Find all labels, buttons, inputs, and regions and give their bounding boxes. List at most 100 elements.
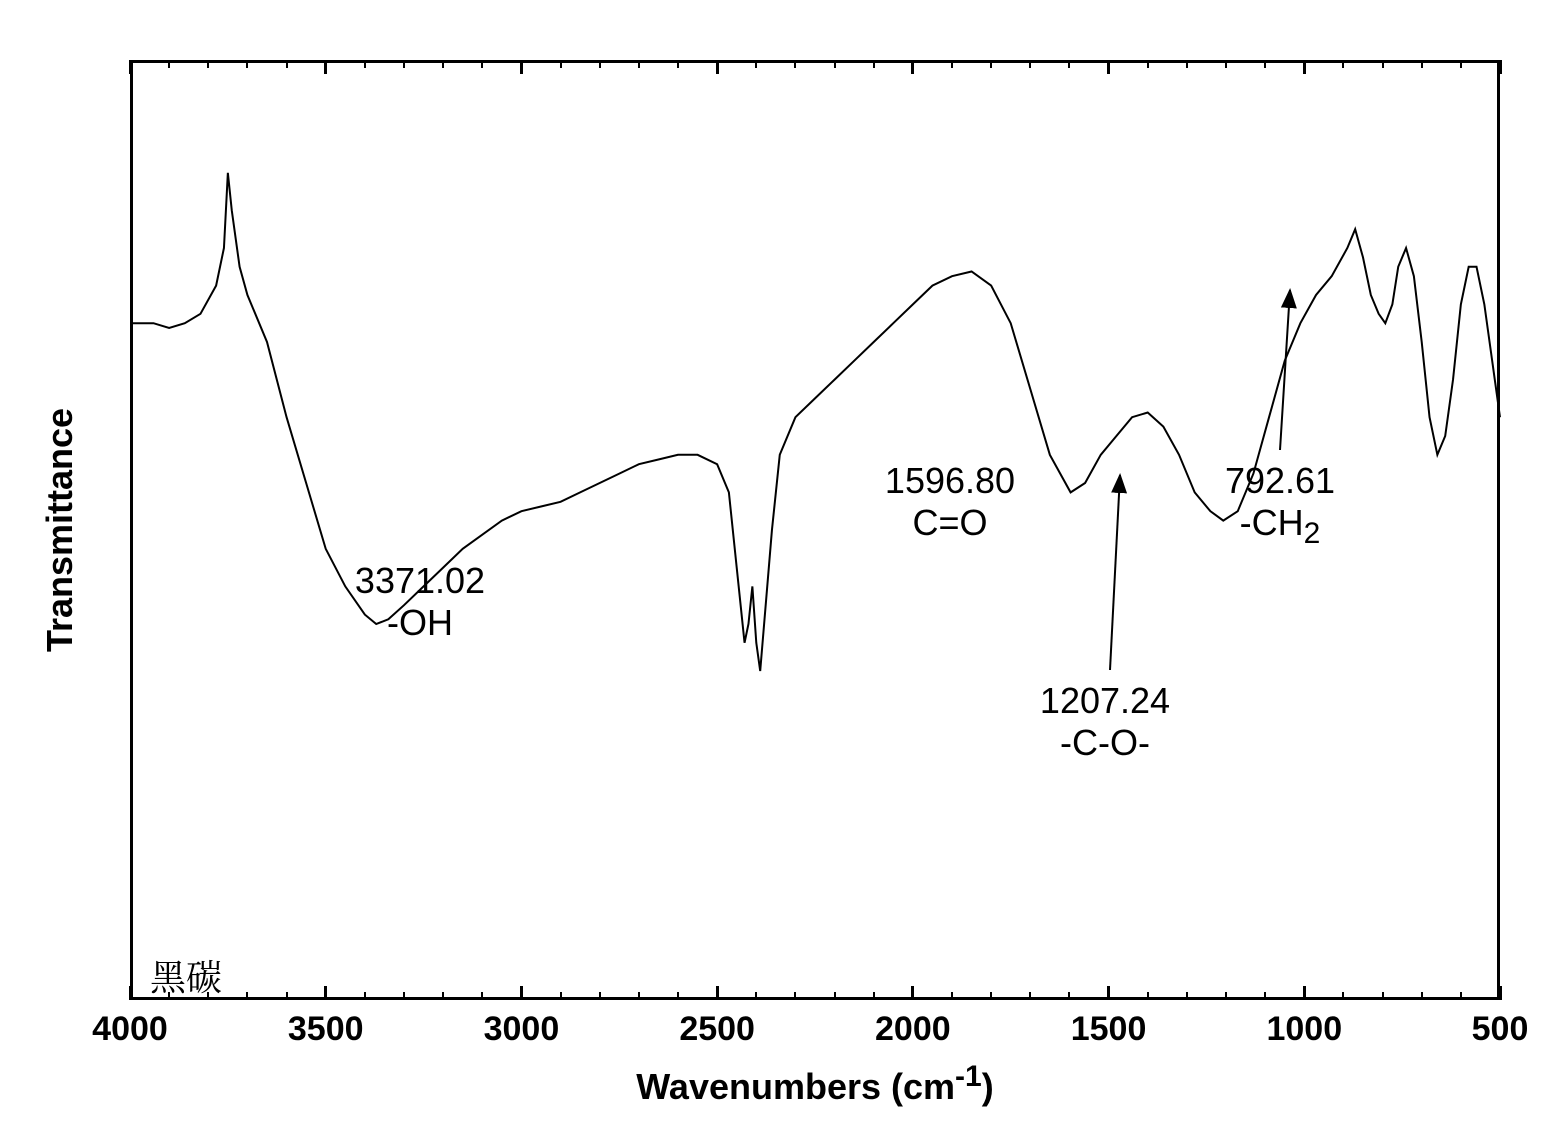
tick-mark (1303, 986, 1306, 1000)
tick-mark (990, 60, 992, 68)
axis-line (130, 60, 133, 1000)
y-axis-title: Transmittance (39, 408, 81, 652)
tick-mark (599, 992, 601, 1000)
tick-mark (1068, 992, 1070, 1000)
tick-mark (1421, 60, 1423, 68)
axis-line (1497, 60, 1500, 1000)
tick-mark (1186, 992, 1188, 1000)
tick-mark (1342, 992, 1344, 1000)
tick-mark (677, 992, 679, 1000)
x-tick-label: 4000 (92, 1010, 168, 1049)
tick-mark (403, 60, 405, 68)
tick-mark (168, 60, 170, 68)
annotation-value: 1207.24 (1040, 680, 1170, 722)
tick-mark (1342, 60, 1344, 68)
tick-mark (1068, 60, 1070, 68)
tick-mark (873, 60, 875, 68)
tick-mark (481, 60, 483, 68)
tick-mark (520, 986, 523, 1000)
tick-mark (1421, 992, 1423, 1000)
x-axis-title-text: Wavenumbers (cm (636, 1066, 955, 1107)
tick-mark (1460, 60, 1462, 68)
annotation-ch2: 792.61-CH2 (1225, 460, 1335, 551)
tick-mark (207, 60, 209, 68)
tick-mark (286, 60, 288, 68)
x-tick-label: 2500 (679, 1010, 755, 1049)
tick-mark (1460, 992, 1462, 1000)
tick-mark (755, 60, 757, 68)
x-tick-label: 2000 (875, 1010, 951, 1049)
tick-mark (1225, 992, 1227, 1000)
legend-text: 黑碳 (150, 950, 222, 1001)
arrow-arrow-co2 (1110, 475, 1120, 670)
tick-mark (1029, 992, 1031, 1000)
x-tick-label: 3000 (484, 1010, 560, 1049)
tick-mark (560, 992, 562, 1000)
tick-mark (794, 992, 796, 1000)
annotation-value: 792.61 (1225, 460, 1335, 502)
tick-mark (1264, 992, 1266, 1000)
tick-mark (911, 986, 914, 1000)
tick-mark (1499, 60, 1502, 74)
annotation-co2: 1207.24-C-O- (1040, 680, 1170, 764)
x-tick-label: 1500 (1071, 1010, 1147, 1049)
annotation-value: 1596.80 (885, 460, 1015, 502)
annotation-group-sub: 2 (1304, 517, 1321, 550)
tick-mark (911, 60, 914, 74)
tick-mark (638, 992, 640, 1000)
tick-mark (560, 60, 562, 68)
tick-mark (403, 992, 405, 1000)
tick-mark (677, 60, 679, 68)
tick-mark (755, 992, 757, 1000)
tick-mark (442, 60, 444, 68)
tick-mark (794, 60, 796, 68)
tick-mark (364, 60, 366, 68)
tick-mark (246, 992, 248, 1000)
tick-mark (129, 986, 132, 1000)
tick-mark (1382, 992, 1384, 1000)
tick-mark (716, 986, 719, 1000)
x-axis-title-suffix: ) (982, 1066, 994, 1107)
tick-mark (1225, 60, 1227, 68)
tick-mark (599, 60, 601, 68)
x-axis-title-sup: -1 (955, 1060, 982, 1093)
tick-mark (364, 992, 366, 1000)
tick-mark (716, 60, 719, 74)
annotation-group: -C-O- (1040, 722, 1170, 764)
tick-mark (1186, 60, 1188, 68)
tick-mark (1107, 986, 1110, 1000)
tick-mark (129, 60, 132, 74)
axis-line (130, 60, 1500, 63)
ftir-chart: 4000350030002500200015001000500 3371.02-… (0, 0, 1548, 1144)
tick-mark (1382, 60, 1384, 68)
annotation-value: 3371.02 (355, 560, 485, 602)
tick-mark (1029, 60, 1031, 68)
arrow-arrow-ch2 (1280, 290, 1290, 450)
annotation-group: -CH2 (1225, 502, 1335, 551)
tick-mark (834, 60, 836, 68)
annotation-arrows (0, 0, 1548, 1144)
tick-mark (1303, 60, 1306, 74)
tick-mark (520, 60, 523, 74)
x-tick-label: 500 (1472, 1010, 1529, 1049)
tick-mark (442, 992, 444, 1000)
tick-mark (1264, 60, 1266, 68)
tick-mark (246, 60, 248, 68)
x-axis-title: Wavenumbers (cm-1) (636, 1060, 993, 1108)
annotation-co: 1596.80C=O (885, 460, 1015, 544)
x-tick-label: 1000 (1266, 1010, 1342, 1049)
tick-mark (1499, 986, 1502, 1000)
tick-mark (951, 60, 953, 68)
tick-mark (1147, 60, 1149, 68)
tick-mark (286, 992, 288, 1000)
annotation-group: C=O (885, 502, 1015, 544)
tick-mark (990, 992, 992, 1000)
tick-mark (638, 60, 640, 68)
tick-mark (324, 60, 327, 74)
tick-mark (951, 992, 953, 1000)
tick-mark (873, 992, 875, 1000)
tick-mark (1147, 992, 1149, 1000)
axis-line (130, 997, 1500, 1000)
annotation-oh: 3371.02-OH (355, 560, 485, 644)
tick-mark (1107, 60, 1110, 74)
